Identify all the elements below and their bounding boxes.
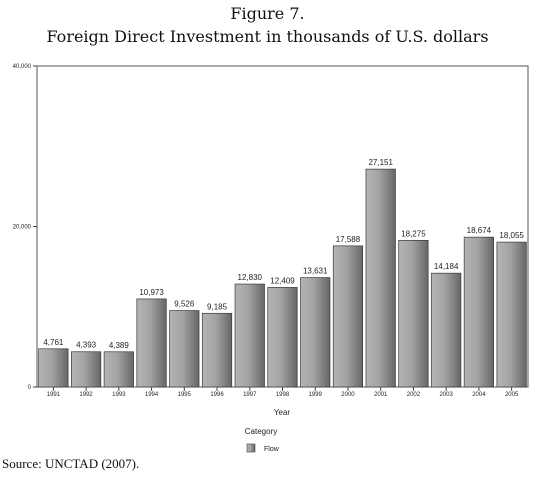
x-tick-label: 1993	[112, 392, 126, 398]
bar-value-label: 18,055	[499, 231, 524, 240]
x-tick-label: 1996	[210, 392, 224, 398]
figure-title: Foreign Direct Investment in thousands o…	[46, 27, 489, 46]
bar-value-label: 13,631	[303, 267, 328, 276]
legend-swatch	[246, 443, 256, 453]
x-tick-label: 2003	[439, 392, 453, 398]
bar	[300, 277, 331, 388]
legend-label: Flow	[264, 446, 280, 453]
y-axis: 0 20,000 40,000	[13, 64, 37, 391]
bar	[332, 245, 364, 388]
bar	[234, 283, 265, 388]
bar-value-label: 18,275	[401, 229, 426, 238]
bar	[201, 312, 233, 388]
x-tick-label: 2000	[341, 392, 355, 398]
bar-value-label: 9,526	[174, 300, 195, 309]
y-tick-label: 0	[28, 385, 32, 391]
x-tick-label: 1994	[145, 392, 159, 398]
source-note: Source: UNCTAD (2007).	[2, 456, 140, 471]
bar	[71, 351, 102, 388]
legend-title: Category	[245, 427, 277, 436]
bar	[136, 298, 167, 388]
bar-value-label: 9,185	[207, 302, 228, 311]
bar-value-label: 10,973	[139, 288, 164, 297]
x-tick-label: 2005	[505, 392, 519, 398]
bar	[103, 351, 134, 388]
bar	[267, 287, 298, 388]
bar-value-label: 18,674	[467, 226, 492, 235]
x-tick-label: 2004	[472, 392, 486, 398]
bar-value-label: 4,761	[43, 338, 64, 347]
bar	[463, 236, 494, 388]
x-tick-label: 2002	[407, 392, 421, 398]
bar	[365, 168, 396, 388]
bar-value-label: 27,151	[368, 158, 393, 167]
x-tick-label: 1998	[276, 392, 290, 398]
bar	[496, 241, 527, 388]
y-tick-label: 40,000	[13, 64, 32, 70]
x-tick-label: 2001	[374, 392, 388, 398]
bar-value-label: 12,830	[238, 273, 263, 282]
bar	[169, 310, 200, 388]
x-tick-label: 1992	[79, 392, 93, 398]
x-tick-label: 1997	[243, 392, 257, 398]
bar-value-label: 4,393	[76, 341, 97, 350]
bars: 4,761 4,393 4,389 10,973 9,526 9,185 12,830 12,…	[38, 158, 527, 388]
x-axis: 1991 1992 1993 1994 1995 1996 1997 1998 1999 2000…	[47, 387, 519, 398]
bar	[398, 239, 429, 388]
bar-value-label: 12,409	[270, 276, 295, 285]
figure-number: Figure 7.	[230, 4, 305, 23]
x-tick-label: 1991	[47, 392, 61, 398]
x-tick-label: 1995	[178, 392, 192, 398]
bar-value-label: 17,588	[336, 235, 361, 244]
x-axis-title: Year	[274, 408, 291, 417]
x-tick-label: 1999	[309, 392, 323, 398]
bar	[38, 348, 69, 388]
bar-value-label: 14,184	[434, 262, 459, 271]
bar	[431, 272, 462, 388]
bar-value-label: 4,389	[109, 341, 130, 350]
y-tick-label: 20,000	[13, 225, 32, 231]
